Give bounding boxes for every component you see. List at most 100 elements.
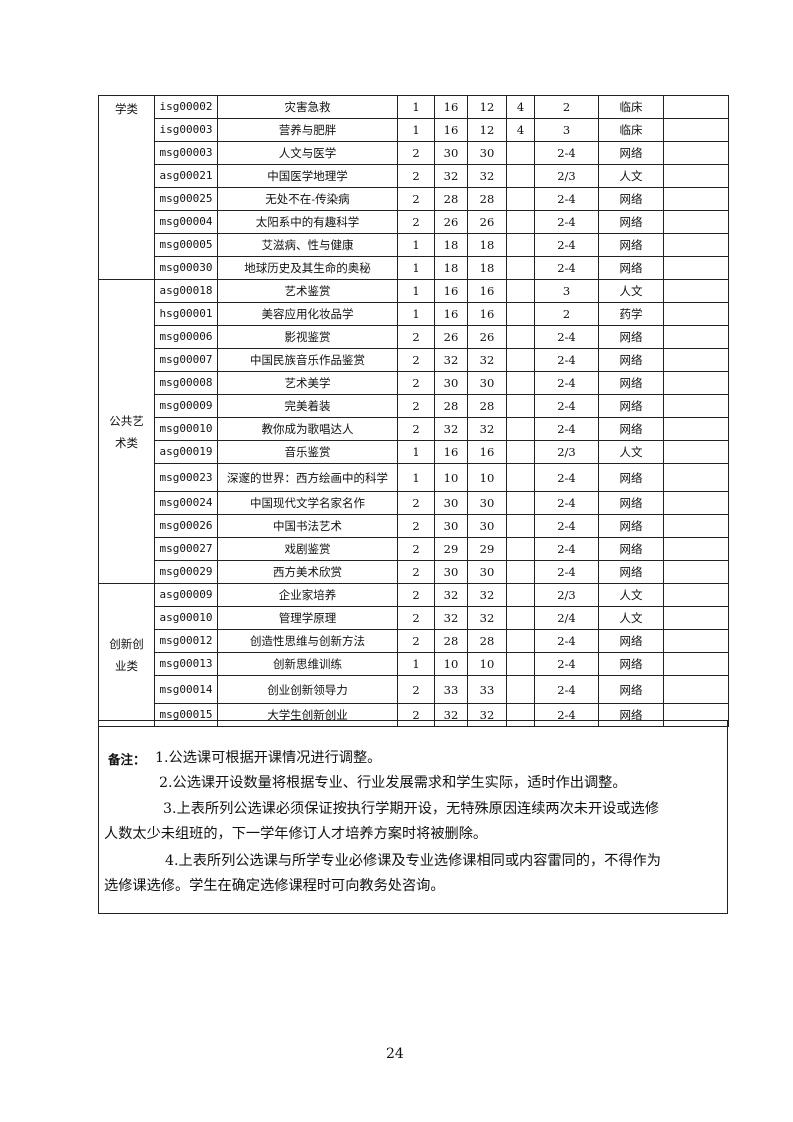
- total-hours-cell: 28: [434, 394, 468, 418]
- semester-cell: 2/3: [534, 583, 599, 607]
- semester-cell: 2: [534, 95, 599, 119]
- semester-cell: 2-4: [534, 371, 599, 395]
- semester-cell: 2/3: [534, 164, 599, 188]
- credits-cell: 2: [397, 560, 435, 584]
- theory-hours-cell: 32: [467, 703, 507, 727]
- practice-hours-cell: [506, 256, 535, 280]
- table-row: asg00019 音乐鉴赏 1 16 16 2/3 人文: [99, 440, 729, 464]
- credits-cell: 2: [397, 164, 435, 188]
- semester-cell: 2-4: [534, 210, 599, 234]
- table-row: msg00029 西方美术欣赏 2 30 30 2-4 网络: [99, 560, 729, 584]
- table-row: 创新创业类 asg00009 企业家培养 2 32 32 2/3 人文: [98, 583, 729, 727]
- theory-hours-cell: 28: [467, 629, 507, 653]
- practice-hours-cell: [506, 606, 535, 630]
- practice-hours-cell: [506, 537, 535, 561]
- theory-hours-cell: 30: [467, 141, 507, 165]
- department-cell: 网络: [598, 187, 664, 211]
- course-name-cell: 西方美术欣赏: [217, 560, 398, 584]
- practice-hours-cell: [506, 440, 535, 464]
- credits-cell: 2: [397, 141, 435, 165]
- credits-cell: 2: [397, 675, 435, 704]
- total-hours-cell: 16: [434, 279, 468, 303]
- elective-course-table: 学类 isg00002 灾害急救 1 16 12 4 2 临床 isg00003 营养与肥胖 1 16 1…: [98, 95, 729, 727]
- remarks-cell: [663, 348, 729, 372]
- remarks-cell: [663, 187, 729, 211]
- credits-cell: 2: [397, 325, 435, 349]
- practice-hours-cell: [506, 652, 535, 676]
- theory-hours-cell: 10: [467, 463, 507, 492]
- note-line: 1.公选课可根据开课情况进行调整。: [155, 750, 382, 766]
- category-cell: 公共艺术类: [98, 279, 155, 584]
- note-line: 人数太少未组班的，下一学年修订人才培养方案时将被删除。: [104, 826, 488, 842]
- remarks-cell: [663, 279, 729, 303]
- credits-cell: 2: [397, 606, 435, 630]
- department-cell: 网络: [598, 560, 664, 584]
- course-code-cell: asg00021: [154, 164, 218, 188]
- department-cell: 网络: [598, 371, 664, 395]
- table-row: hsg00001 美容应用化妆品学 1 16 16 2 药学: [99, 302, 729, 326]
- total-hours-cell: 32: [434, 583, 468, 607]
- semester-cell: 2-4: [534, 560, 599, 584]
- course-name-cell: 完美着装: [217, 394, 398, 418]
- course-code-cell: asg00019: [154, 440, 218, 464]
- course-code-cell: isg00003: [154, 118, 218, 142]
- total-hours-cell: 32: [434, 417, 468, 441]
- practice-hours-cell: [506, 514, 535, 538]
- department-cell: 网络: [598, 210, 664, 234]
- department-cell: 人文: [598, 164, 664, 188]
- credits-cell: 1: [397, 302, 435, 326]
- practice-hours-cell: [506, 302, 535, 326]
- credits-cell: 2: [397, 537, 435, 561]
- course-name-cell: 营养与肥胖: [217, 118, 398, 142]
- practice-hours-cell: [506, 394, 535, 418]
- notes-label: 备注：: [108, 752, 146, 767]
- course-name-cell: 艾滋病、性与健康: [217, 233, 398, 257]
- table-row: 学类 isg00002 灾害急救 1 16 12 4 2 临床: [98, 95, 729, 280]
- department-cell: 药学: [598, 302, 664, 326]
- total-hours-cell: 26: [434, 325, 468, 349]
- theory-hours-cell: 28: [467, 394, 507, 418]
- note-line: 选修课选修。学生在确定选修课程时可向教务处咨询。: [104, 878, 445, 894]
- credits-cell: 1: [397, 440, 435, 464]
- total-hours-cell: 32: [434, 164, 468, 188]
- remarks-cell: [663, 560, 729, 584]
- course-code-cell: msg00025: [154, 187, 218, 211]
- table-row: msg00027 戏剧鉴赏 2 29 29 2-4 网络: [99, 537, 729, 561]
- practice-hours-cell: [506, 164, 535, 188]
- semester-cell: 2/4: [534, 606, 599, 630]
- course-code-cell: msg00026: [154, 514, 218, 538]
- credits-cell: 2: [397, 629, 435, 653]
- table-row: msg00014 创业创新领导力 2 33 33 2-4 网络: [99, 675, 729, 704]
- course-name-cell: 地球历史及其生命的奥秘: [217, 256, 398, 280]
- remarks-cell: [663, 233, 729, 257]
- total-hours-cell: 32: [434, 606, 468, 630]
- remarks-cell: [663, 164, 729, 188]
- semester-cell: 2-4: [534, 325, 599, 349]
- category-cell: 学类: [98, 95, 155, 280]
- semester-cell: 2-4: [534, 394, 599, 418]
- total-hours-cell: 18: [434, 233, 468, 257]
- table-row: msg00012 创造性思维与创新方法 2 28 28 2-4 网络: [99, 629, 729, 653]
- total-hours-cell: 18: [434, 256, 468, 280]
- semester-cell: 2-4: [534, 463, 599, 492]
- table-row: msg00013 创新思维训练 1 10 10 2-4 网络: [99, 652, 729, 676]
- remarks-cell: [663, 141, 729, 165]
- credits-cell: 1: [397, 233, 435, 257]
- remarks-cell: [663, 652, 729, 676]
- table-row: msg00003 人文与医学 2 30 30 2-4 网络: [99, 141, 729, 165]
- credits-cell: 1: [397, 279, 435, 303]
- theory-hours-cell: 32: [467, 606, 507, 630]
- course-code-cell: msg00014: [154, 675, 218, 704]
- total-hours-cell: 32: [434, 348, 468, 372]
- remarks-cell: [663, 371, 729, 395]
- department-cell: 网络: [598, 394, 664, 418]
- department-cell: 网络: [598, 233, 664, 257]
- semester-cell: 2-4: [534, 537, 599, 561]
- theory-hours-cell: 12: [467, 118, 507, 142]
- total-hours-cell: 30: [434, 371, 468, 395]
- course-code-cell: msg00008: [154, 371, 218, 395]
- remarks-cell: [663, 325, 729, 349]
- course-name-cell: 深邃的世界：西方绘画中的科学: [217, 463, 398, 492]
- theory-hours-cell: 26: [467, 325, 507, 349]
- semester-cell: 2-4: [534, 233, 599, 257]
